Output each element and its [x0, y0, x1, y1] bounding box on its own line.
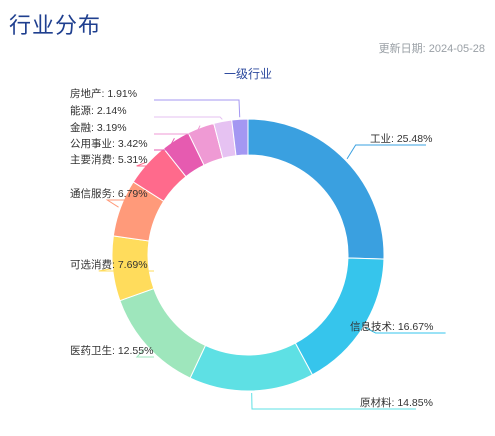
leader-line-3 [251, 392, 416, 410]
donut-slice-4[interactable] [119, 287, 207, 379]
slice-label-5: 可选消费: 7.69% [70, 258, 148, 271]
leader-line-10 [154, 116, 223, 120]
leader-line-7 [136, 162, 154, 167]
leader-line-2 [365, 327, 446, 334]
leader-line-1 [346, 144, 426, 160]
slice-label-9: 金融: 3.19% [70, 121, 127, 134]
slice-labels: 工业: 25.48% 信息技术: 16.67% 原材料: 14.85% 医药卫生: 1… [70, 87, 433, 409]
slice-label-10: 能源: 2.14% [70, 104, 127, 117]
leader-line-11 [154, 99, 241, 118]
donut-slices [111, 118, 385, 392]
leader-line-8 [154, 138, 175, 151]
update-date-label: 更新日期: [378, 43, 426, 55]
leader-line-5 [98, 268, 154, 272]
slice-label-3: 原材料: 14.85% [360, 396, 433, 409]
leader-line-9 [154, 125, 201, 135]
update-date: 更新日期: 2024-05-28 [379, 40, 485, 56]
leader-line-6 [105, 199, 154, 208]
leader-line-4 [135, 347, 154, 358]
slice-label-7: 主要消费: 5.31% [70, 153, 148, 166]
page-title: 行业分布 [9, 13, 102, 38]
donut-slice-11[interactable] [231, 118, 249, 157]
donut-slice-1[interactable] [247, 118, 385, 260]
slice-label-2: 信息技术: 16.67% [350, 320, 433, 333]
donut-slice-2[interactable] [294, 257, 385, 376]
label-leader-lines [98, 99, 446, 410]
slice-label-1: 工业: 25.48% [370, 133, 432, 145]
slice-label-4: 医药卫生: 12.55% [70, 344, 153, 357]
slice-label-6: 通信服务: 6.79% [70, 187, 148, 200]
donut-slice-3[interactable] [189, 342, 314, 392]
update-date-value: 2024-05-28 [428, 43, 485, 55]
slice-label-8: 公用事业: 3.42% [70, 137, 148, 150]
chart-title: 一级行业 [224, 67, 272, 81]
slice-label-11: 房地产: 1.91% [70, 87, 137, 100]
